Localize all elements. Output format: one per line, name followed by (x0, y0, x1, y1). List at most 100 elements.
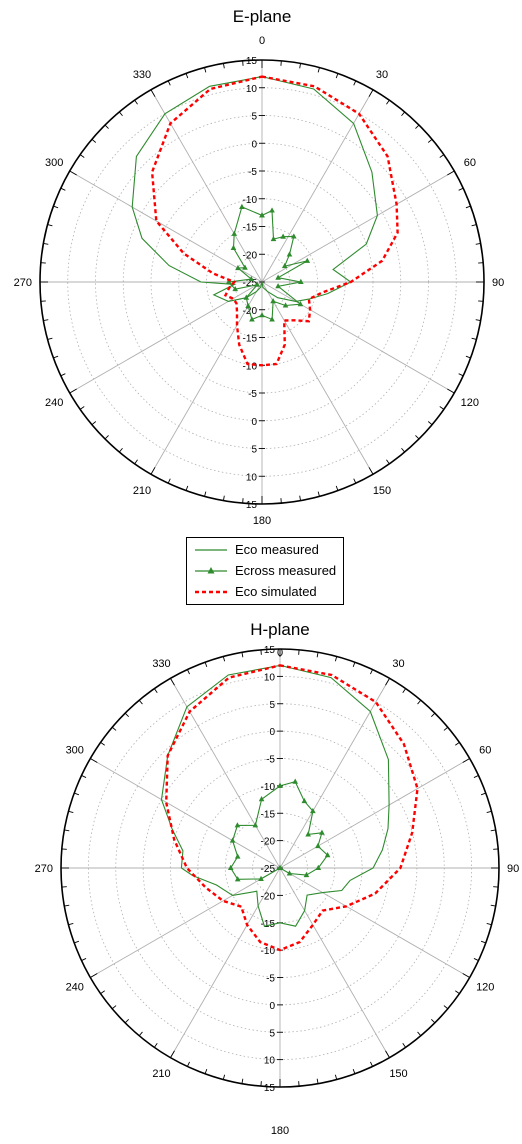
ecross-marker (239, 203, 245, 209)
angle-tick (47, 337, 53, 340)
angle-label: 240 (45, 397, 63, 409)
angle-label: 330 (133, 69, 151, 81)
radial-tick-label: 0 (251, 417, 257, 428)
angle-tick (368, 467, 374, 475)
angle-tick (490, 904, 496, 907)
radial-tick-label: 0 (269, 727, 275, 738)
grid-spoke (279, 867, 470, 978)
angle-tick (427, 138, 433, 143)
angle-tick (124, 1019, 129, 1024)
ecross-marker (315, 864, 322, 870)
ecross-marker (252, 822, 259, 828)
ecross-marker (243, 294, 250, 300)
angle-tick (335, 73, 339, 79)
angle-tick (111, 1005, 117, 1010)
angle-tick (334, 1074, 338, 1080)
series-eco-simulated (164, 664, 419, 952)
ecross-marker (259, 312, 265, 318)
angle-tick (204, 67, 207, 73)
angle-tick (401, 447, 406, 453)
ecross-marker (297, 301, 304, 307)
series-eco-measured (160, 664, 390, 927)
ecross-marker (324, 852, 331, 858)
ecross-marker (286, 251, 293, 257)
angle-tick (241, 652, 244, 658)
ecross-marker (319, 829, 325, 835)
angle-tick (402, 688, 406, 693)
angle-tick (368, 89, 374, 97)
angle-tick (455, 990, 460, 994)
radial-tick-label: 10 (264, 1056, 276, 1067)
angle-tick (91, 138, 97, 143)
angle-label: 90 (492, 277, 504, 289)
angle-tick (443, 1005, 449, 1010)
ecross-marker (227, 864, 234, 870)
ecross-marker (234, 822, 241, 828)
angle-label: 30 (376, 69, 388, 81)
legend-label: Eco simulated (235, 584, 317, 599)
angle-tick (431, 1019, 436, 1024)
angle-tick (352, 1068, 356, 1074)
angle-tick (185, 73, 189, 79)
angle-tick (241, 1078, 244, 1084)
grid-spoke (261, 281, 455, 394)
angle-tick (386, 99, 390, 105)
angle-tick (447, 170, 455, 176)
angle-tick (401, 111, 406, 117)
radial-tick-label: -25 (261, 864, 276, 875)
radial-tick-label: -5 (248, 167, 257, 178)
radial-tick-label: -10 (243, 361, 258, 372)
legend-item-eco-simulated: Eco simulated (193, 582, 343, 602)
angle-tick (415, 435, 420, 440)
angle-tick (352, 662, 356, 668)
ecross-marker (242, 264, 248, 270)
angle-label: 210 (152, 1068, 170, 1080)
legend-swatch-solid (195, 549, 227, 551)
ecross-marker (298, 278, 304, 284)
angle-tick (417, 699, 422, 705)
grid-spoke (170, 678, 281, 869)
angle-tick (185, 485, 189, 491)
angle-tick (43, 243, 49, 245)
radial-tick-label: -5 (266, 974, 275, 985)
ecross-marker (234, 876, 241, 882)
legend-item-ecross-measured: Ecross measured (193, 561, 343, 581)
angle-tick (385, 678, 390, 686)
angle-tick (104, 435, 109, 440)
angle-tick (334, 656, 338, 662)
angle-tick (458, 373, 464, 377)
h-plane-chart: H-plane 15 15 10 10 5 5 0 0 -5 -5 -10 -10 -15 -15 -20 -2… (0, 612, 522, 1144)
radial-tick-label: -25 (243, 278, 258, 289)
angle-tick (316, 652, 319, 658)
angle-label: 0 (259, 35, 265, 47)
angle-tick (154, 688, 158, 693)
angle-label: 150 (373, 485, 391, 497)
legend-label: Ecross measured (235, 563, 337, 578)
angle-tick (79, 406, 85, 410)
ecross-marker (249, 316, 255, 322)
ecross-marker (292, 778, 299, 784)
radial-tick-label: 5 (251, 112, 257, 123)
angle-tick (439, 406, 445, 410)
angle-label: 150 (389, 1068, 407, 1080)
angle-tick (81, 958, 87, 961)
angle-tick (204, 662, 208, 668)
grid-spoke (279, 758, 470, 869)
radial-tick-label: -10 (261, 946, 276, 957)
grid-spoke (90, 867, 281, 978)
grid-spoke (261, 170, 455, 283)
angle-tick (81, 775, 87, 778)
angle-tick (53, 205, 59, 209)
ecross-marker (234, 853, 241, 859)
radial-tick-label: -20 (243, 250, 258, 261)
angle-tick (204, 491, 207, 497)
ecross-marker (225, 278, 232, 284)
angle-tick (299, 495, 301, 501)
radial-tick-label: -5 (248, 389, 257, 400)
angle-label: 300 (45, 157, 63, 169)
angle-tick (465, 205, 471, 209)
angle-tick (150, 467, 156, 475)
angle-tick (317, 491, 320, 497)
angle-tick (317, 67, 320, 73)
ecross-marker (229, 837, 236, 843)
